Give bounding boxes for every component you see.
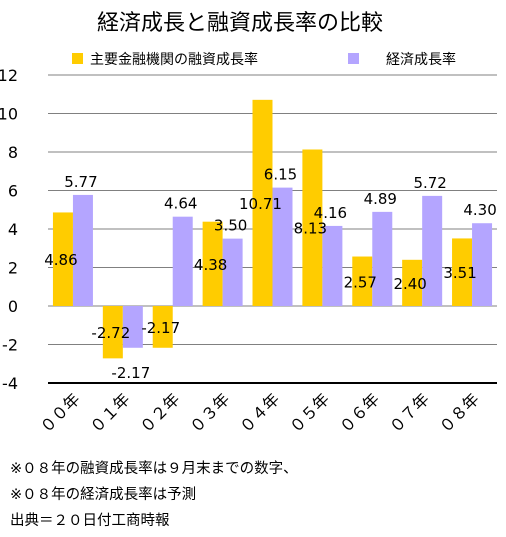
x-tick-label: ０７年 <box>386 389 433 436</box>
data-label-loan: 4.86 <box>44 251 77 269</box>
bar-economic-growth <box>172 216 193 306</box>
y-tick-label: 8 <box>8 143 18 162</box>
bar-loan-growth <box>152 306 173 348</box>
y-tick-label: -2 <box>2 336 18 355</box>
bar-economic-growth <box>372 211 393 306</box>
data-label-loan: 10.71 <box>239 195 282 213</box>
bar-economic-growth <box>122 306 143 348</box>
x-tick-label: ０１年 <box>86 389 133 436</box>
data-label-gdp: -2.17 <box>111 364 150 382</box>
data-label-gdp: 4.16 <box>314 204 347 222</box>
x-tick-label: ０６年 <box>336 389 383 436</box>
bar-economic-growth <box>422 195 443 306</box>
y-tick-label: 0 <box>8 297 18 316</box>
y-tick-label: 6 <box>8 182 18 201</box>
footnotes: ※０８年の融資成長率は９月末までの数字、 ※０８年の経済成長率は予測 出典＝２０… <box>10 456 500 534</box>
bar-loan-growth <box>202 221 223 306</box>
data-label-loan: 2.40 <box>393 275 426 293</box>
data-label-gdp: 4.64 <box>164 195 197 213</box>
x-tick-label: ０４年 <box>236 389 283 436</box>
data-label-gdp: 5.72 <box>413 174 446 192</box>
data-label-gdp: 3.50 <box>214 217 247 235</box>
x-tick-label: ０８年 <box>435 389 482 436</box>
x-tick-label: ０３年 <box>186 389 233 436</box>
data-label-loan: 3.51 <box>443 264 476 282</box>
data-label-gdp: 4.89 <box>364 190 397 208</box>
chart: 経済成長と融資成長率の比較 主要金融機関の融資成長率 経済成長率 -4 -2 0 2 4… <box>0 11 497 437</box>
chart-title: 経済成長と融資成長率の比較 <box>97 11 383 36</box>
bar-economic-growth <box>222 238 243 306</box>
footnote-loan-period: ※０８年の融資成長率は９月末までの数字、 <box>10 461 298 477</box>
data-label-loan: -2.17 <box>141 319 180 337</box>
bar-loan-growth <box>452 238 473 306</box>
y-tick-label: 12 <box>0 66 18 85</box>
legend-swatch-gdp <box>348 53 359 64</box>
legend-label-gdp: 経済成長率 <box>386 51 456 68</box>
data-label-gdp: 6.15 <box>264 166 297 184</box>
legend-swatch-loan <box>72 53 83 64</box>
legend: 主要金融機関の融資成長率 経済成長率 <box>72 51 456 68</box>
bar-loan-growth <box>252 99 273 307</box>
data-label-gdp: 4.30 <box>463 201 496 219</box>
y-tick-label: -4 <box>2 374 18 393</box>
bar-loan-growth <box>402 259 423 306</box>
x-tick-label: ００年 <box>36 389 83 436</box>
bar-economic-growth <box>72 194 93 306</box>
bar-loan-growth <box>352 256 373 306</box>
y-tick-label: 2 <box>8 259 18 278</box>
data-label-loan: 4.38 <box>194 256 227 274</box>
y-tick-label: 10 <box>0 105 18 124</box>
y-tick-label: 4 <box>8 220 18 239</box>
data-label-gdp: 5.77 <box>64 173 97 191</box>
bar-economic-growth <box>472 223 493 306</box>
bar-loan-growth <box>52 212 73 306</box>
x-tick-label: ０５年 <box>286 389 333 436</box>
data-label-loan: 2.57 <box>344 273 377 291</box>
bar-loan-growth <box>102 306 123 359</box>
bar-loan-growth <box>302 149 323 306</box>
legend-label-loan: 主要金融機関の融資成長率 <box>90 51 258 68</box>
footnote-source: 出典＝２０日付工商時報 <box>10 513 170 529</box>
data-label-loan: 8.13 <box>294 220 327 238</box>
footnote-gdp-forecast: ※０８年の経済成長率は予測 <box>10 487 197 503</box>
x-tick-label: ０２年 <box>136 389 183 436</box>
data-label-loan: -2.72 <box>91 324 130 342</box>
bar-economic-growth <box>272 187 293 306</box>
bar-economic-growth <box>322 225 343 306</box>
